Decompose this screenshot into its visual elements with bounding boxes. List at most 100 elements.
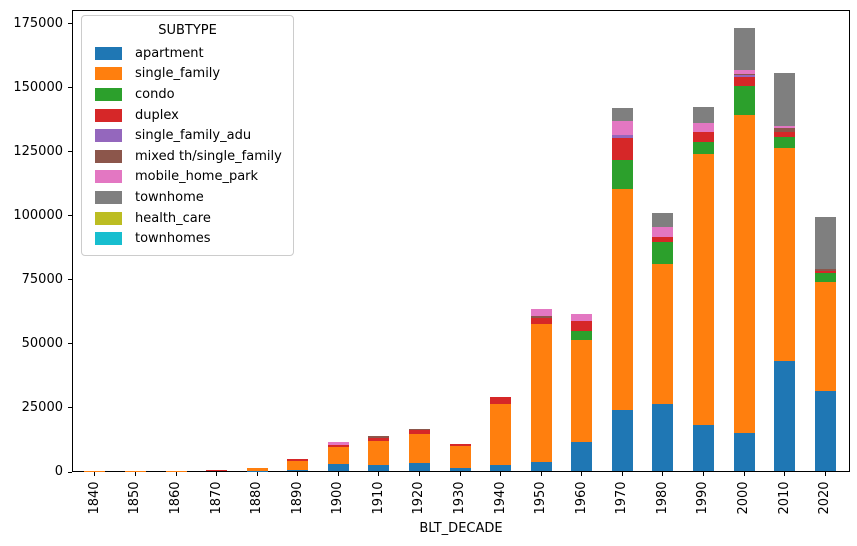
bar-segment <box>733 69 755 74</box>
bar-segment <box>652 212 674 227</box>
legend-item: condo <box>90 84 285 105</box>
x-tick-mark <box>175 472 177 476</box>
bar-segment <box>408 434 430 464</box>
bar-segment <box>692 424 714 471</box>
y-tick-mark <box>68 471 72 473</box>
bar-segment <box>652 226 674 237</box>
bar-segment <box>449 446 471 468</box>
y-tick-label: 75000 <box>21 271 63 287</box>
legend-swatch-health-care <box>95 211 122 225</box>
bar-segment <box>774 126 796 129</box>
bar-segment <box>246 467 268 471</box>
bar-segment <box>165 470 187 471</box>
x-tick-label: 1970 <box>614 481 630 515</box>
x-tick-mark <box>662 472 664 476</box>
bar-segment <box>774 136 796 148</box>
x-tick-mark <box>134 472 136 476</box>
y-tick-mark <box>68 23 72 25</box>
bar-segment <box>814 268 836 271</box>
legend-item: townhome <box>90 187 285 208</box>
bar-segment <box>287 469 309 471</box>
bar-segment <box>692 154 714 425</box>
x-tick-mark <box>540 472 542 476</box>
legend-label: health_care <box>135 210 211 226</box>
y-tick-label: 0 <box>54 464 63 479</box>
bar-segment <box>408 430 430 435</box>
x-tick-mark <box>94 472 96 476</box>
bar-segment <box>571 441 593 471</box>
bar-segment <box>327 464 349 471</box>
x-tick-mark <box>378 472 380 476</box>
bar-segment <box>733 433 755 471</box>
bar-segment <box>611 120 633 135</box>
bar-segment <box>774 361 796 471</box>
legend-title: SUBTYPE <box>158 23 217 38</box>
y-tick-label: 125000 <box>13 143 63 159</box>
bar-segment <box>571 339 593 442</box>
legend-swatch-single-family <box>95 67 122 81</box>
bar-segment <box>287 460 309 470</box>
bar-segment <box>368 464 390 471</box>
bar-segment <box>652 241 674 264</box>
legend-swatch-mobile-home-park <box>95 170 122 184</box>
y-tick-label: 175000 <box>13 15 63 31</box>
legend-item: health_care <box>90 208 285 229</box>
bar-segment <box>733 75 755 78</box>
y-tick-mark <box>68 215 72 217</box>
bar-segment <box>733 86 755 116</box>
bar-segment <box>814 282 836 391</box>
x-tick-label: 1850 <box>127 481 143 515</box>
bar-segment <box>530 323 552 462</box>
bar-segment <box>571 320 593 331</box>
x-tick-label: 1940 <box>492 481 508 515</box>
bar-segment <box>774 73 796 127</box>
x-tick-label: 2010 <box>776 481 792 515</box>
y-tick-label: 50000 <box>21 335 63 351</box>
bar-segment <box>327 444 349 447</box>
bar-segment <box>490 403 512 465</box>
bar-segment <box>692 132 714 143</box>
bar-segment <box>692 142 714 155</box>
bar-segment <box>449 467 471 471</box>
bar-segment <box>571 313 593 321</box>
bar-segment <box>490 464 512 471</box>
bar-segment <box>327 446 349 465</box>
legend: SUBTYPE apartment single_family condo duple… <box>81 15 294 256</box>
bar-segment <box>571 330 593 340</box>
x-axis-label: BLT_DECADE <box>419 521 503 536</box>
x-tick-label: 1980 <box>654 481 670 515</box>
bar-segment <box>408 428 430 431</box>
y-tick-mark <box>68 151 72 153</box>
x-tick-mark <box>621 472 623 476</box>
y-tick-label: 100000 <box>13 207 63 223</box>
legend-rows: apartment single_family condo duplex single_… <box>90 43 285 249</box>
y-tick-label: 25000 <box>21 399 63 415</box>
bar-segment <box>368 436 390 439</box>
legend-label: mobile_home_park <box>135 169 259 185</box>
bar-segment <box>733 77 755 87</box>
legend-item: mobile_home_park <box>90 167 285 188</box>
legend-swatch-single-family-adu <box>95 129 122 143</box>
legend-label: condo <box>135 86 175 102</box>
bar-segment <box>530 309 552 316</box>
x-tick-mark <box>581 472 583 476</box>
legend-swatch-townhomes <box>95 232 122 246</box>
legend-label: townhomes <box>135 231 211 247</box>
legend-label: single_family <box>135 66 221 82</box>
y-tick-mark <box>68 407 72 409</box>
legend-swatch-duplex <box>95 108 122 122</box>
bar-segment <box>611 138 633 160</box>
legend-swatch-apartment <box>95 46 122 60</box>
bar-segment <box>287 458 309 461</box>
x-tick-mark <box>297 472 299 476</box>
legend-item: townhomes <box>90 228 285 249</box>
legend-swatch-townhome <box>95 190 122 204</box>
legend-swatch-mixed-th-single-family <box>95 149 122 163</box>
bar-segment <box>368 440 390 465</box>
bar-segment <box>368 438 390 441</box>
bar-segment <box>327 442 349 445</box>
bar-segment <box>814 272 836 283</box>
legend-item: mixed th/single_family <box>90 146 285 167</box>
x-tick-mark <box>337 472 339 476</box>
